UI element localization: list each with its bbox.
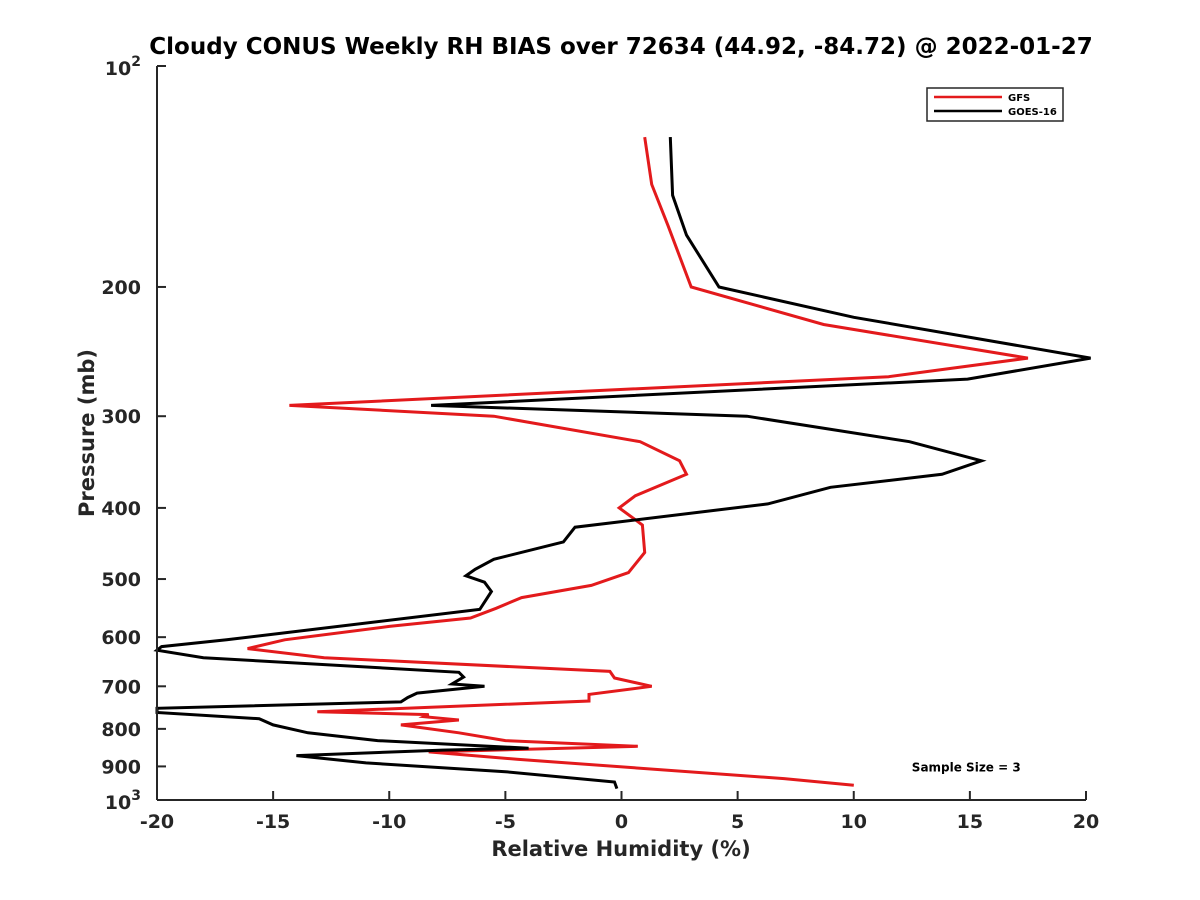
y-tick-label: 103: [105, 788, 141, 814]
annotation-sample-size: Sample Size = 3: [912, 760, 1021, 774]
y-tick-label: 900: [101, 756, 141, 778]
series-line-goes16: [153, 137, 1091, 790]
x-tick-label: 5: [731, 811, 744, 833]
legend-box: [926, 87, 1064, 122]
x-tick-label: 15: [957, 811, 983, 833]
x-tick-label: 0: [615, 811, 628, 833]
x-tick-label: 10: [841, 811, 867, 833]
x-axis-label: Relative Humidity (%): [491, 837, 750, 861]
y-tick-label: 800: [101, 719, 141, 741]
y-tick-label: 600: [101, 627, 141, 649]
plot-frame: [157, 66, 1086, 800]
y-tick-label: 400: [101, 498, 141, 520]
x-tick-label: -20: [140, 811, 174, 833]
chart-title: Cloudy CONUS Weekly RH BIAS over 72634 (…: [149, 34, 1092, 60]
x-tick-label: 20: [1073, 811, 1099, 833]
y-tick-label: 700: [101, 676, 141, 698]
y-tick-base: 10: [105, 58, 131, 80]
y-tick-label: 500: [101, 569, 141, 591]
x-tick-label: -15: [256, 811, 290, 833]
legend: GFS GOES-16: [926, 87, 1064, 122]
y-tick-label: 102: [105, 54, 141, 80]
plot-area: -20 -15 -10 -5 0 5 10 15 20 10220030040050060070…: [101, 54, 1099, 833]
y-axis-label: Pressure (mb): [75, 349, 99, 517]
x-ticks: -20 -15 -10 -5 0 5 10 15 20: [140, 791, 1099, 833]
y-tick-exponent: 2: [131, 54, 141, 70]
y-tick-label: 200: [101, 277, 141, 299]
y-tick-base: 10: [105, 792, 131, 814]
x-tick-label: -10: [372, 811, 406, 833]
y-tick-exponent: 3: [131, 788, 141, 804]
y-tick-label: 300: [101, 406, 141, 428]
series-layer: [153, 136, 1091, 790]
legend-label-gfs: GFS: [1008, 93, 1030, 104]
x-tick-label: -5: [495, 811, 516, 833]
series-line-gfs: [247, 136, 1029, 787]
legend-label-goes16: GOES-16: [1008, 107, 1057, 118]
